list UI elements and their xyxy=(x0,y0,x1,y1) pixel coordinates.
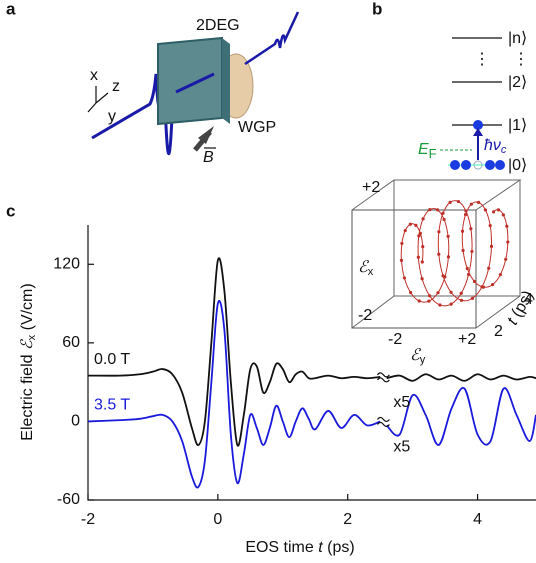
panel-a: a x z y 2DEG WGP B xyxy=(6,0,300,166)
electrons xyxy=(450,160,505,170)
x-tick-label: 4 xyxy=(473,511,482,528)
inset-label-part: ℰ xyxy=(358,259,370,276)
fermi-e: E xyxy=(418,141,429,158)
inset-tick: 2 xyxy=(494,323,503,340)
axis-label: z xyxy=(112,78,120,95)
axis-break xyxy=(376,416,390,428)
level-label: |0⟩ xyxy=(508,157,527,174)
inset-label-part: y xyxy=(420,354,426,366)
x-axis-label: EOS time t (ps) xyxy=(245,539,354,556)
electron xyxy=(473,120,483,130)
cyclotron-sub: c xyxy=(501,144,507,156)
inset-frame xyxy=(351,179,522,329)
ellipsis: ⋮ xyxy=(474,51,490,68)
x-label-part: (ps) xyxy=(323,539,355,556)
x-tick-label: 0 xyxy=(213,511,222,528)
axis-break xyxy=(376,372,390,383)
level-label: |1⟩ xyxy=(508,117,527,134)
y-axis-label: Electric field ℰx (V/cm) xyxy=(19,283,38,440)
annotation: x5 xyxy=(393,394,410,411)
inset-label-part: x xyxy=(368,266,374,278)
cyclotron-main: ħν xyxy=(484,137,501,154)
fermi-sub: F xyxy=(429,146,437,161)
inset-label: ℰx xyxy=(358,259,374,278)
annotation: x5 xyxy=(393,439,410,456)
inset-label: ℰy xyxy=(410,347,426,366)
inset-tick: +2 xyxy=(362,179,380,196)
y-label-part: (V/cm) xyxy=(19,283,36,335)
series-line xyxy=(87,300,536,489)
axis-y xyxy=(87,102,97,113)
level-label: |2⟩ xyxy=(508,74,527,91)
ellipsis: ⋮ xyxy=(513,51,529,68)
b-arrowhead xyxy=(198,126,214,144)
axis-label: x xyxy=(90,67,98,84)
y-label-part: ℰ xyxy=(19,338,36,350)
sample-edge xyxy=(222,38,230,124)
axis-z xyxy=(95,92,109,104)
panel-b: b ⋮ ⋮ |n⟩ |2⟩ |1⟩ |0⟩ EF ħνc xyxy=(372,0,529,174)
inset: +2 -2 ℰx -2 +2 ℰy 2 4 t (ps) xyxy=(351,179,536,366)
x-label-part: t xyxy=(318,539,323,556)
beam-through xyxy=(175,72,215,94)
series-label: 3.5 T xyxy=(94,397,130,414)
series-line xyxy=(87,257,536,447)
y-label-part: Electric field xyxy=(19,350,36,441)
panel-label: a xyxy=(6,0,16,18)
polarizer-label: WGP xyxy=(238,119,276,136)
beam-out xyxy=(244,11,300,66)
fermi-label: EF xyxy=(418,141,437,161)
field-label: B xyxy=(203,149,214,166)
series-label: 0.0 T xyxy=(94,351,130,368)
y-tick-label: 120 xyxy=(53,256,80,273)
inset-label-part: ℰ xyxy=(410,347,422,364)
y-tick-label: 0 xyxy=(71,413,80,430)
x-tick-label: -2 xyxy=(81,511,95,528)
y-tick-label: 60 xyxy=(62,334,80,351)
panel-label: c xyxy=(6,201,15,220)
inset-tick: +2 xyxy=(458,331,476,348)
x-label-part: EOS time xyxy=(245,539,318,556)
sample-label: 2DEG xyxy=(196,17,240,34)
hole xyxy=(473,160,483,170)
inset-tick: -2 xyxy=(388,331,402,348)
panel-label: b xyxy=(372,0,382,18)
axis-label: y xyxy=(108,108,116,125)
cyclotron-label: ħνc xyxy=(484,137,507,156)
sample xyxy=(157,36,223,126)
level-label: |n⟩ xyxy=(508,30,527,47)
inset-label-part: (ps) xyxy=(507,288,536,324)
x-tick-label: 2 xyxy=(343,511,352,528)
inset-tick: -2 xyxy=(358,307,372,324)
spiral xyxy=(400,200,509,307)
transition-head xyxy=(473,128,483,136)
y-tick-label: -60 xyxy=(57,491,80,508)
inset-tick: 4 xyxy=(524,291,533,308)
y-label-part: x xyxy=(26,334,38,340)
